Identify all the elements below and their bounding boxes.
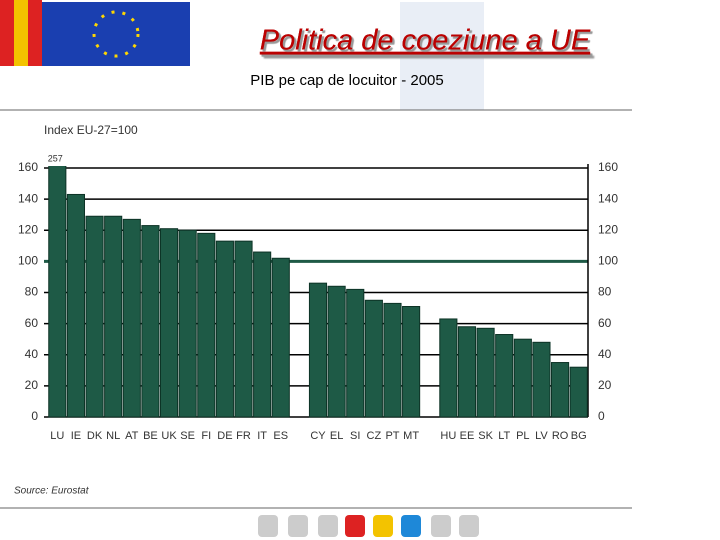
- bar: [532, 341, 551, 418]
- x-tick-label: DE: [217, 430, 232, 442]
- bar: [85, 215, 104, 418]
- bar: [271, 257, 290, 418]
- bar: [178, 229, 197, 418]
- bar: [66, 193, 85, 418]
- bar: [513, 338, 532, 418]
- bar: [327, 285, 346, 418]
- bar: [476, 327, 495, 418]
- source: Source: Eurostat: [14, 486, 90, 497]
- y-tick-label: 40: [25, 347, 39, 361]
- slide-title: Politica de coeziune a UE: [260, 25, 591, 57]
- y2-tick-label: 80: [598, 285, 612, 299]
- bar: [569, 366, 588, 418]
- x-tick-label: LT: [498, 430, 510, 442]
- bar: [48, 166, 67, 418]
- x-tick-label: SK: [478, 430, 493, 442]
- bar: [457, 326, 477, 418]
- y-tick-label: 120: [18, 222, 38, 236]
- x-tick-label: IE: [71, 430, 81, 442]
- bar: [104, 215, 123, 418]
- y2-tick-label: 120: [598, 222, 618, 236]
- y-tick-label: 60: [25, 316, 39, 330]
- value-label: 257: [48, 153, 63, 163]
- y2-tick-label: 60: [598, 316, 612, 330]
- bar: [495, 334, 514, 418]
- y-tick-label: 20: [25, 378, 39, 392]
- x-tick-label: LU: [50, 430, 64, 442]
- x-tick-label: BE: [143, 430, 158, 442]
- x-tick-label: MT: [403, 430, 419, 442]
- nav-dots: [258, 515, 479, 537]
- bar: [308, 282, 328, 418]
- bar: [159, 228, 179, 418]
- y-tick-label: 140: [18, 191, 38, 205]
- x-tick-label: DK: [87, 430, 103, 442]
- y-tick-label: 80: [25, 285, 39, 299]
- flag-stripe: [14, 0, 28, 66]
- x-tick-label: SE: [180, 430, 195, 442]
- x-tick-label: SI: [350, 430, 360, 442]
- bar: [141, 225, 160, 418]
- x-tick-label: BG: [571, 430, 587, 442]
- x-tick-label: EL: [330, 430, 343, 442]
- x-tick-label: IT: [257, 430, 267, 442]
- bar: [197, 232, 216, 418]
- bar: [253, 251, 272, 418]
- eu-stars: [92, 10, 140, 58]
- y-tick-label: 160: [18, 160, 38, 174]
- bar: [215, 240, 234, 418]
- y-tick-label: 0: [31, 409, 38, 423]
- y2-tick-label: 160: [598, 160, 618, 174]
- x-tick-label: FR: [236, 430, 251, 442]
- axis-title: Index EU-27=100: [44, 123, 138, 137]
- bar: [439, 318, 458, 418]
- x-tick-label: PT: [385, 430, 399, 442]
- bar: [383, 302, 402, 418]
- subtitle: PIB pe cap de locuitor - 2005: [250, 72, 443, 89]
- x-tick-label: HU: [440, 430, 456, 442]
- x-tick-label: LV: [535, 430, 548, 442]
- x-tick-label: UK: [161, 430, 177, 442]
- logo: [400, 2, 484, 110]
- bar: [551, 362, 570, 418]
- bar: [364, 299, 383, 418]
- x-tick-label: CY: [310, 430, 326, 442]
- y2-tick-label: 40: [598, 347, 612, 361]
- x-tick-label: FI: [201, 430, 211, 442]
- y2-tick-label: 100: [598, 254, 618, 268]
- y2-tick-label: 20: [598, 378, 612, 392]
- bar: [122, 218, 141, 418]
- x-tick-label: AT: [125, 430, 139, 442]
- bar: [234, 240, 253, 418]
- bar: [402, 306, 421, 418]
- x-tick-label: RO: [552, 430, 569, 442]
- x-tick-label: PL: [516, 430, 529, 442]
- y2-tick-label: 0: [598, 409, 605, 423]
- x-tick-label: EE: [460, 430, 475, 442]
- y-tick-label: 100: [18, 254, 38, 268]
- x-tick-label: CZ: [367, 430, 382, 442]
- x-tick-label: ES: [273, 430, 288, 442]
- y2-tick-label: 140: [598, 191, 618, 205]
- x-tick-label: NL: [106, 430, 120, 442]
- bar: [346, 288, 365, 418]
